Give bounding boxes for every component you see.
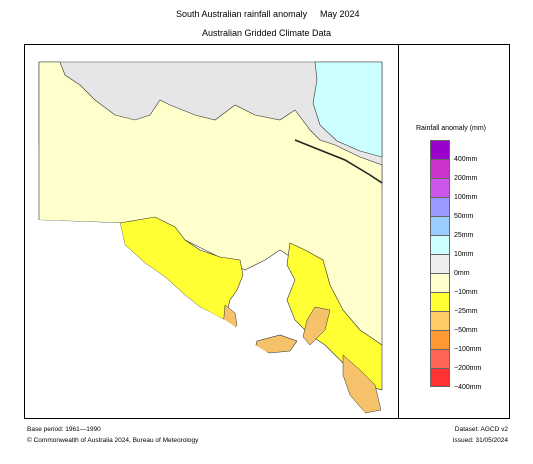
state-border [294,139,383,184]
legend-title: Rainfall anomaly (mm) [416,125,487,132]
legend-swatch [430,349,450,368]
dataset: Dataset: AGCD v2 [454,426,508,433]
legend-swatch [430,368,450,387]
legend-swatch [430,292,450,311]
legend-labels: 400mm 200mm 100mm 50mm 25mm 10mm 0mm −10mm −25mm… [454,154,481,401]
legend-label: −10mm [454,289,478,296]
legend-label: 400mm [454,156,478,163]
legend-divider [398,44,399,419]
base-period: Base period: 1961—1990 [27,426,101,433]
region-low-3 [342,354,382,414]
legend-swatch [430,235,450,254]
region-low-2 [302,306,331,346]
title-main: South Australian rainfall anomaly [176,9,308,19]
legend-label: 100mm [454,194,478,201]
map-frame [24,44,510,419]
legend-swatch [430,197,450,216]
lake-region [312,61,383,158]
legend-label: 10mm [454,251,474,258]
legend-label: −200mm [454,365,482,372]
legend-swatch [430,159,450,178]
legend-label: 200mm [454,175,478,182]
legend-label: 0mm [454,270,470,277]
map-subtitle: Australian Gridded Climate Data [201,28,332,38]
legend-swatch [430,140,450,159]
legend-label: −50mm [454,327,478,334]
legend-label: 50mm [454,213,474,220]
rainfall-map [38,61,383,414]
legend-swatch [430,254,450,273]
legend-label: −100mm [454,346,482,353]
legend-swatch [430,178,450,197]
legend-label: −25mm [454,308,478,315]
region-moderate [119,216,244,321]
legend-swatch [430,216,450,235]
region-dry [38,61,383,346]
legend-swatch [430,330,450,349]
legend-swatch [430,273,450,292]
legend-label: 25mm [454,232,474,239]
title-period: May 2024 [320,9,360,19]
legend-swatch [430,311,450,330]
legend-label: −400mm [454,384,482,391]
legend-swatches [430,140,450,387]
sea [39,220,365,413]
copyright: © Commonwealth of Australia 2024, Bureau… [27,437,199,444]
issued-date: Issued: 31/05/2024 [452,437,508,444]
